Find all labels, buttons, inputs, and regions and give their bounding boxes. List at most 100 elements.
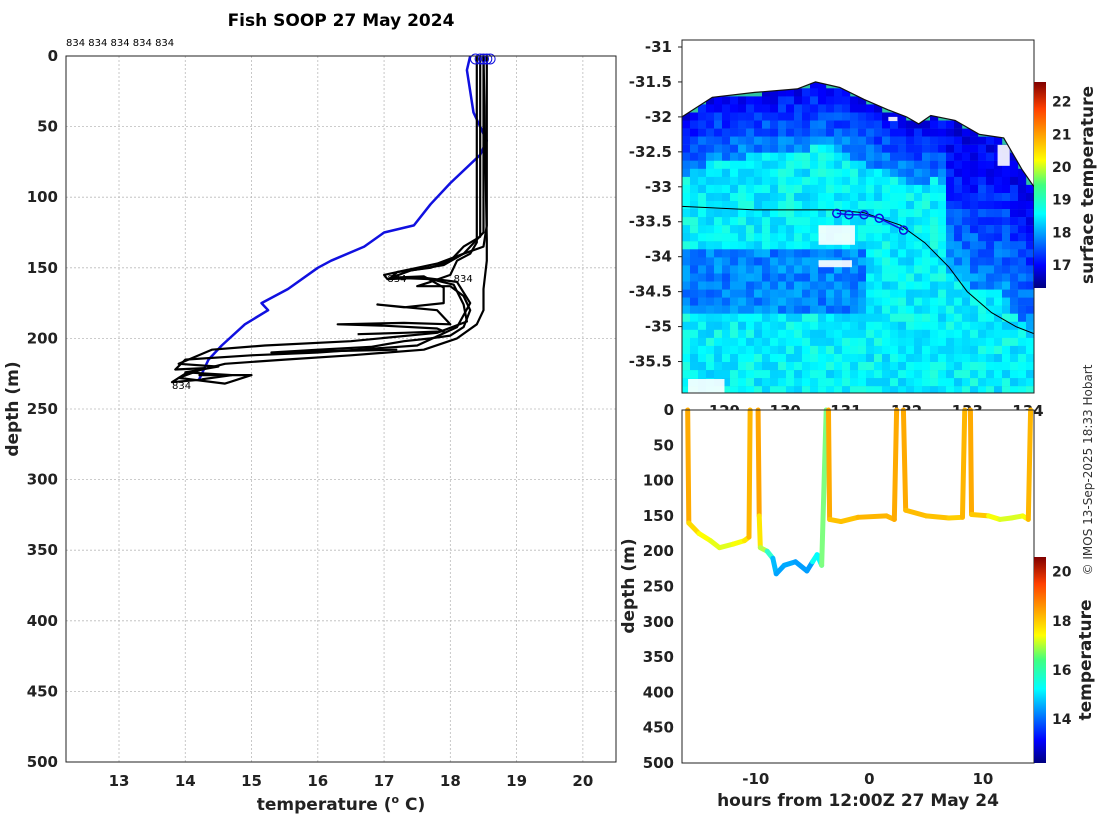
sst-cell xyxy=(858,378,867,387)
sst-cell xyxy=(994,184,1003,194)
sst-cell xyxy=(898,257,907,266)
sst-cell xyxy=(690,362,699,371)
sst-cell xyxy=(738,329,747,338)
sst-cell xyxy=(730,281,739,290)
sst-cell xyxy=(970,370,979,379)
sst-cell xyxy=(930,128,939,137)
sst-cell xyxy=(834,217,843,226)
sst-cell xyxy=(722,313,731,322)
sst-cell xyxy=(866,354,875,363)
sst-cell xyxy=(722,144,731,153)
sst-cell xyxy=(930,184,939,194)
sst-cell xyxy=(938,386,947,393)
sst-cell xyxy=(930,225,939,234)
sst-cell xyxy=(890,265,899,274)
sst-cell xyxy=(810,88,819,97)
sst-cell xyxy=(682,160,691,169)
dive-segment-dive-2 xyxy=(755,407,762,519)
x-axis-label: temperature (o C) xyxy=(257,793,426,815)
sst-cell xyxy=(890,152,899,161)
temperature-colorbar-tick: 16 xyxy=(1052,663,1071,679)
sst-cell xyxy=(698,241,707,250)
sst-cell xyxy=(698,217,707,226)
sst-cell xyxy=(682,176,691,186)
sst-cell xyxy=(682,209,691,218)
sst-cell xyxy=(762,176,771,186)
sst-cell xyxy=(866,257,875,266)
sst-cell xyxy=(946,176,955,186)
sst-cell xyxy=(978,305,987,314)
sst-cell xyxy=(746,217,755,226)
sst-cell xyxy=(906,209,915,218)
sst-cell xyxy=(850,241,859,250)
sst-cell xyxy=(866,378,875,387)
sst-cell xyxy=(986,354,995,363)
sst-cell xyxy=(858,281,867,290)
sst-cell xyxy=(714,209,723,218)
sst-cell xyxy=(786,257,795,266)
sst-cell xyxy=(890,120,899,129)
sst-cell xyxy=(794,378,803,387)
sst-cell xyxy=(730,201,739,210)
sst-cell xyxy=(810,297,819,306)
dive-segment-dive-4 xyxy=(923,513,952,521)
sst-cell xyxy=(898,209,907,218)
sst-cell xyxy=(826,337,835,347)
sst-cell xyxy=(682,281,691,290)
sst-cell xyxy=(866,176,875,186)
sst-cell xyxy=(746,273,755,282)
sst-cell xyxy=(970,241,979,250)
sst-cell xyxy=(970,313,979,322)
y-axis-label: depth (m) xyxy=(3,361,23,456)
sst-cell xyxy=(826,297,835,306)
time-depth-y-tick: 150 xyxy=(643,507,674,525)
series-line-profile-3 xyxy=(336,56,482,336)
sst-cell xyxy=(682,386,691,393)
sst-cell xyxy=(714,201,723,210)
sst-cell xyxy=(994,217,1003,226)
sst-cell xyxy=(922,233,931,242)
x-tick-label: 13 xyxy=(109,772,130,790)
sst-cell xyxy=(754,176,763,186)
surface-marker xyxy=(470,53,482,65)
sst-cell xyxy=(730,362,739,371)
sst-cell xyxy=(690,354,699,363)
sst-cell xyxy=(882,305,891,314)
sst-cell xyxy=(794,201,803,210)
sst-cell xyxy=(970,289,979,298)
sst-cell xyxy=(850,184,859,194)
sst-cell xyxy=(858,329,867,338)
sst-cell xyxy=(738,345,747,355)
sst-cell xyxy=(866,201,875,210)
sst-cell xyxy=(842,313,851,322)
sst-cell xyxy=(778,289,787,298)
sst-cell xyxy=(858,144,867,153)
sst-cell xyxy=(746,144,755,153)
sst-cell xyxy=(714,176,723,186)
sst-cell xyxy=(794,289,803,298)
sst-cell xyxy=(994,337,1003,347)
dive-segment-dive-3 xyxy=(825,407,833,522)
sst-cell xyxy=(834,112,843,121)
sst-cell xyxy=(738,233,747,242)
sst-cell xyxy=(898,337,907,347)
sst-cell xyxy=(730,241,739,250)
sst-cell xyxy=(834,362,843,371)
sst-cell xyxy=(922,289,931,298)
sst-cell xyxy=(866,136,875,145)
sst-cell xyxy=(802,144,811,153)
sst-cell xyxy=(954,354,963,363)
sst-cell xyxy=(874,176,883,186)
sst-cell xyxy=(818,329,827,338)
sst-cell xyxy=(994,305,1003,314)
sst-cell xyxy=(778,136,787,145)
sst-cell xyxy=(994,378,1003,387)
sst-cell xyxy=(1010,281,1019,290)
sst-cell xyxy=(970,265,979,274)
sst-cell xyxy=(970,144,979,153)
sst-cell xyxy=(874,144,883,153)
sst-cell xyxy=(810,345,819,355)
dive-segment-dive-3 xyxy=(855,513,889,520)
sst-cell xyxy=(778,168,787,177)
